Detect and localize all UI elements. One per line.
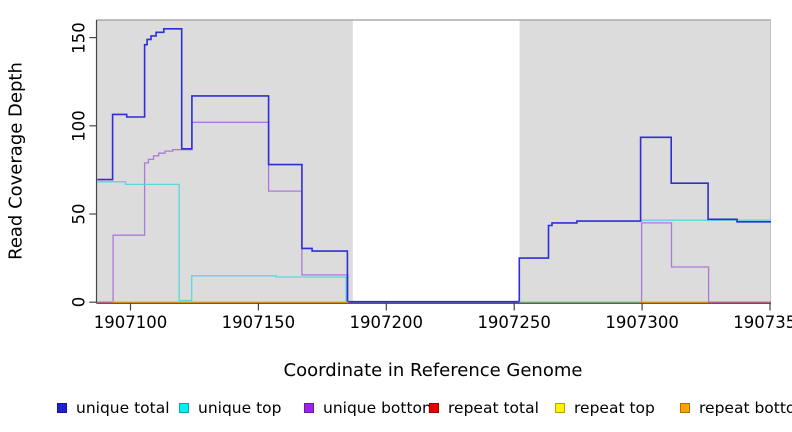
- legend-label: unique total: [76, 399, 170, 417]
- legend-item-repeat-top: repeat top: [555, 399, 655, 417]
- x-tick-label: 1907100: [93, 313, 168, 332]
- legend-label: repeat top: [574, 399, 655, 417]
- legend-swatch-icon: [680, 403, 690, 413]
- shaded-region: [519, 20, 771, 304]
- y-tick-label: 100: [69, 110, 89, 142]
- y-tick-label: 150: [69, 21, 89, 54]
- y-tick-label: 0: [69, 296, 89, 308]
- x-tick-label: 1907200: [349, 313, 424, 332]
- legend-label: unique top: [198, 399, 282, 417]
- legend-item-repeat-total: repeat total: [429, 399, 539, 417]
- legend-swatch-icon: [179, 403, 189, 413]
- x-tick-label: 1907250: [477, 313, 551, 332]
- legend-swatch-icon: [429, 403, 439, 413]
- legend-item-unique-total: unique total: [57, 399, 170, 417]
- series-unique-total: [97, 28, 771, 303]
- legend-label: unique bottom: [323, 399, 438, 417]
- legend-swatch-icon: [555, 403, 565, 413]
- legend-label: repeat bottom: [699, 399, 792, 417]
- y-axis-title: Read Coverage Depth: [5, 62, 27, 260]
- shaded-region: [96, 20, 353, 304]
- legend-item-unique-bottom: unique bottom: [304, 399, 438, 417]
- legend-swatch-icon: [57, 403, 67, 413]
- x-tick-label: 1907300: [605, 313, 679, 332]
- legend-item-repeat-bottom: repeat bottom: [680, 399, 792, 417]
- series-unique-top: [97, 181, 348, 303]
- x-axis-title: Coordinate in Reference Genome: [283, 360, 583, 381]
- legend-item-unique-top: unique top: [179, 399, 282, 417]
- legend-swatch-icon: [304, 403, 314, 413]
- series-unique-bottom: [112, 121, 771, 304]
- x-tick-label: 1907150: [221, 313, 296, 332]
- legend-label: repeat total: [448, 399, 539, 417]
- y-tick-label: 50: [69, 203, 89, 225]
